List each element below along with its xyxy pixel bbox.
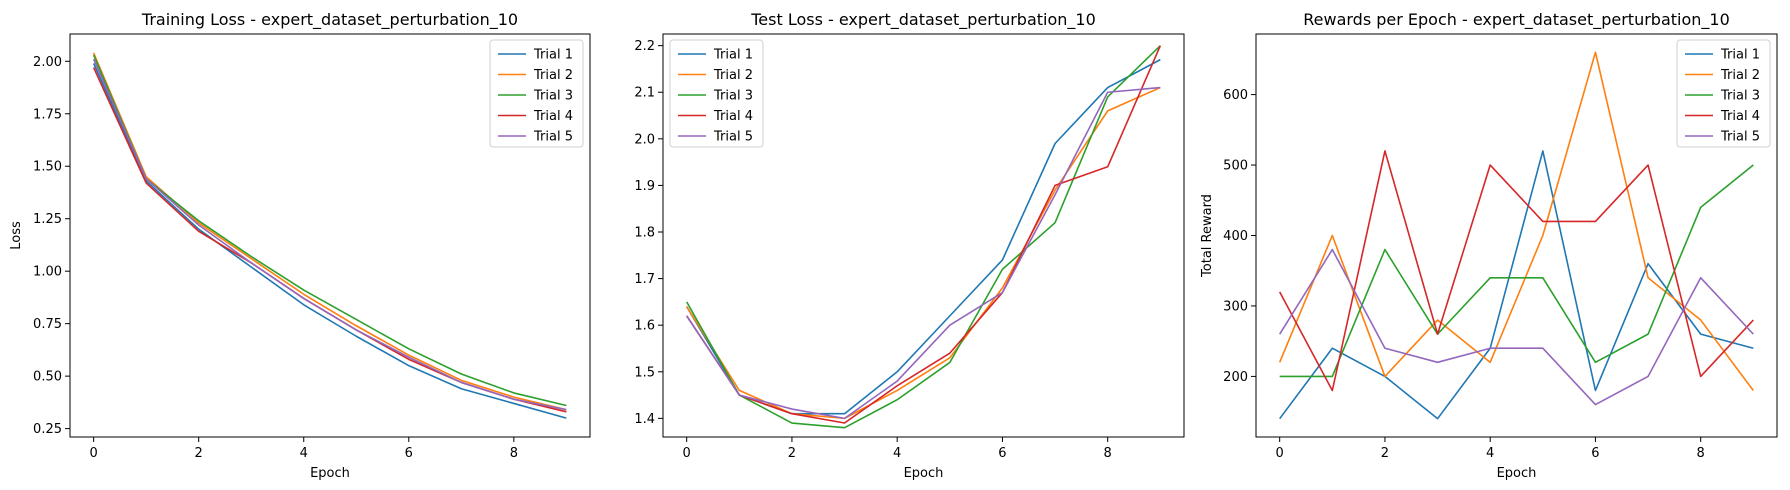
x-axis-label: Epoch [1497,466,1537,481]
y-tick-label: 2.0 [634,132,655,147]
y-tick-label: 1.8 [634,226,655,241]
x-tick-label: 4 [1486,446,1494,461]
x-tick-label: 2 [1381,446,1389,461]
y-tick-label: 500 [1223,159,1248,174]
x-tick-label: 6 [405,446,413,461]
series-line-trial-4 [1278,150,1754,392]
legend-label: Trial 1 [533,48,573,63]
chart-title: Test Loss - expert_dataset_perturbation_… [750,10,1096,30]
x-axis-label: Epoch [310,466,350,481]
chart-title: Rewards per Epoch - expert_dataset_pertu… [1303,10,1730,30]
legend: Trial 1 Trial 2 Trial 3 Trial 4 Trial 5 [669,39,764,148]
chart-panel-2: Test Loss - expert_dataset_perturbation_… [634,10,1185,481]
y-tick-label: 1.50 [33,160,62,175]
legend-box [1676,39,1771,148]
x-tick-label: 4 [300,446,308,461]
axes-frame [662,33,1185,438]
y-tick-label: 600 [1223,88,1248,103]
x-tick-label: 2 [788,446,796,461]
chart-panel-1: Training Loss - expert_dataset_perturbat… [9,10,591,481]
x-tick-label: 4 [893,446,901,461]
series-line-trial-5 [1279,248,1754,406]
y-tick-label: 1.75 [33,107,62,122]
legend-label: Trial 2 [1720,68,1760,83]
y-tick-label: 1.4 [634,412,655,427]
legend-label: Trial 4 [713,109,753,124]
y-tick-label: 400 [1223,229,1248,244]
y-tick-label: 2.2 [634,39,655,54]
series-line-trial-3 [1279,164,1754,378]
legend-label: Trial 2 [533,68,573,83]
chart-panel-3: Rewards per Epoch - expert_dataset_pertu… [1200,10,1778,481]
x-tick-label: 0 [683,446,691,461]
x-tick-label: 0 [89,446,97,461]
series-line-trial-2 [1278,51,1754,391]
legend-label: Trial 2 [713,68,753,83]
legend-label: Trial 5 [533,130,573,145]
x-tick-label: 8 [1104,446,1112,461]
legend-label: Trial 3 [713,89,753,104]
legend-label: Trial 4 [1720,109,1760,124]
series-line-trial-5 [92,58,567,411]
legend-label: Trial 4 [533,109,573,124]
y-tick-label: 1.9 [634,179,655,194]
x-tick-label: 6 [998,446,1006,461]
y-tick-label: 1.00 [33,265,62,280]
x-tick-label: 2 [195,446,203,461]
x-tick-label: 6 [1591,446,1599,461]
legend-box [489,39,584,148]
y-tick-label: 300 [1223,299,1248,314]
legend-label: Trial 1 [713,48,753,63]
y-tick-label: 1.6 [634,319,655,334]
series-line-trial-3 [92,54,567,407]
axes-frame [69,33,591,438]
y-tick-label: 0.50 [33,370,62,385]
series-line-trial-5 [686,86,1161,420]
legend-label: Trial 3 [533,89,573,104]
y-axis-label: Total Reward [1200,194,1215,278]
legend-label: Trial 3 [1720,89,1760,104]
y-tick-label: 0.25 [33,422,62,437]
x-tick-label: 0 [1276,446,1284,461]
axes-frame [1255,33,1778,438]
legend-label: Trial 5 [1720,130,1760,145]
chart-title: Training Loss - expert_dataset_perturbat… [141,10,518,30]
y-tick-label: 0.75 [33,317,62,332]
y-tick-label: 1.7 [634,272,655,287]
legend: Trial 1 Trial 2 Trial 3 Trial 4 Trial 5 [489,39,584,148]
y-tick-label: 1.25 [33,212,62,227]
series-line-trial-1 [92,63,567,419]
y-tick-label: 2.00 [33,55,62,70]
x-axis-label: Epoch [904,466,944,481]
legend-box [669,39,764,148]
legend-label: Trial 5 [713,130,753,145]
y-axis-label: Loss [9,221,24,250]
x-tick-label: 8 [510,446,518,461]
legend: Trial 1 Trial 2 Trial 3 Trial 4 Trial 5 [1676,39,1771,148]
y-tick-label: 200 [1223,370,1248,385]
series-line-trial-4 [686,45,1162,424]
y-tick-label: 1.5 [634,365,655,380]
legend-label: Trial 1 [1720,48,1760,63]
x-tick-label: 8 [1697,446,1705,461]
series-line-trial-3 [685,45,1161,429]
y-tick-label: 2.1 [634,86,655,101]
